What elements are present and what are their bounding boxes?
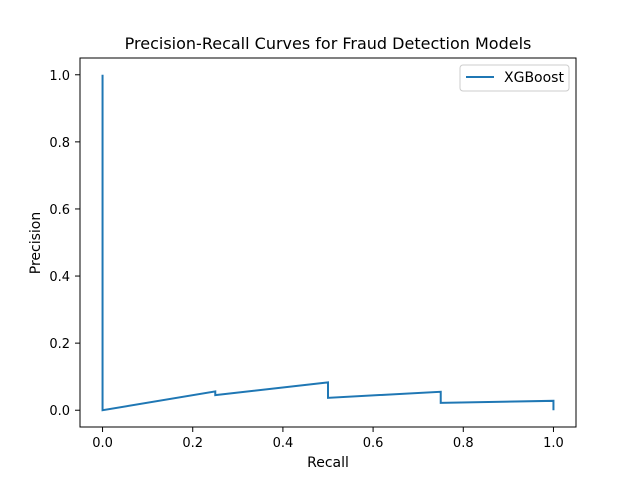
legend-label-xgboost: XGBoost xyxy=(504,70,564,86)
x-axis-ticks: 0.0 0.2 0.4 0.6 0.8 1.0 xyxy=(92,427,564,451)
y-tick-label: 0.6 xyxy=(49,203,70,218)
x-tick-label: 0.8 xyxy=(453,436,474,451)
y-tick-label: 1.0 xyxy=(49,69,70,84)
y-tick-label: 0.4 xyxy=(49,270,70,285)
y-axis-label: Precision xyxy=(28,212,44,274)
axes-frame xyxy=(79,57,577,428)
legend-frame xyxy=(459,64,570,92)
legend: XGBoost xyxy=(459,64,570,92)
x-axis-label: Recall xyxy=(307,455,349,471)
x-tick-label: 0.0 xyxy=(92,436,113,451)
series-layer xyxy=(101,74,555,412)
x-tick-label: 1.0 xyxy=(543,436,564,451)
x-tick-label: 0.2 xyxy=(182,436,203,451)
y-axis-ticks: 0.0 0.2 0.4 0.6 0.8 1.0 xyxy=(49,69,80,419)
chart-title: Precision-Recall Curves for Fraud Detect… xyxy=(125,34,532,53)
x-tick-label: 0.6 xyxy=(363,436,384,451)
x-tick-label: 0.4 xyxy=(273,436,294,451)
y-tick-label: 0.0 xyxy=(49,404,70,419)
series-line-xgboost xyxy=(101,74,555,412)
y-tick-label: 0.2 xyxy=(49,337,70,352)
y-tick-label: 0.8 xyxy=(49,136,70,151)
